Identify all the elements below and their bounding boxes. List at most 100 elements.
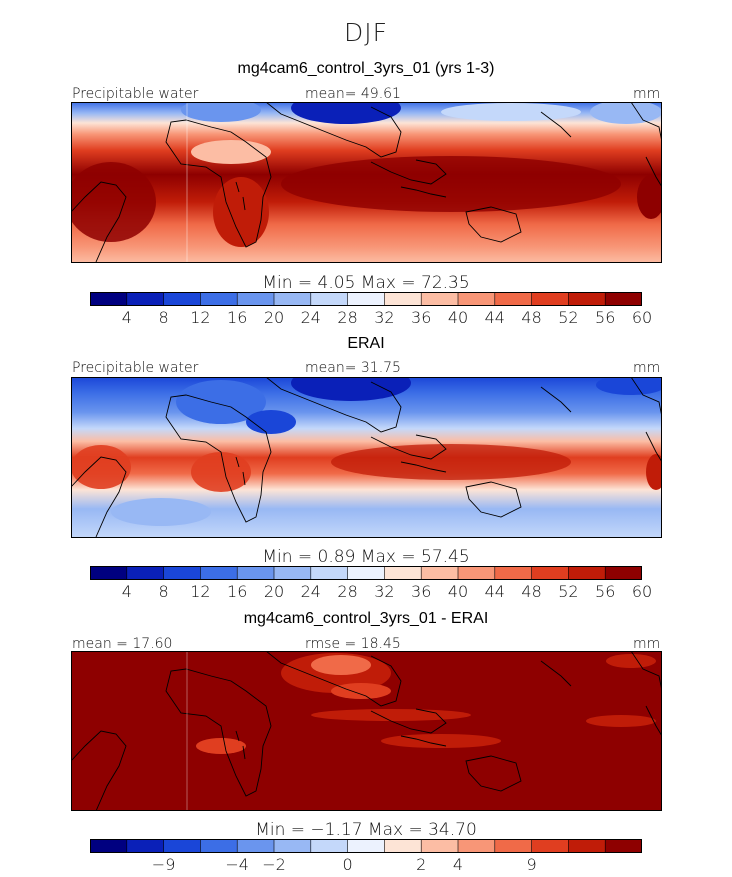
panel3-title: mg4cam6_control_3yrs_01 - ERAI [243, 610, 489, 627]
colorbar-swatch [200, 566, 238, 580]
colorbar-tick-label: 48 [521, 308, 542, 327]
colorbar-tick-label: −9 [151, 855, 176, 874]
colorbar-tick-label: 16 [227, 582, 248, 601]
colorbar-tick-label: 4 [121, 582, 132, 601]
season-title: DJF [343, 18, 388, 47]
panel2-map [71, 377, 662, 538]
colorbar-tick-label: 52 [558, 308, 579, 327]
colorbar-swatch [384, 839, 422, 853]
colorbar-swatch [237, 566, 275, 580]
colorbar-tick-label: 32 [374, 582, 395, 601]
panel2-units-label: mm [633, 360, 661, 376]
colorbar-swatch [531, 566, 569, 580]
colorbar-swatch [274, 566, 312, 580]
colorbar-tick-label: 8 [158, 308, 169, 327]
colorbar-swatch [605, 292, 642, 306]
panel3-rmse-label: rmse = 18.45 [305, 636, 401, 652]
colorbar-swatch [568, 566, 606, 580]
panel3-colorbar-ticks: −9 −4 −2 0 2 4 9 [0, 855, 732, 875]
panel1-units-label: mm [633, 86, 661, 102]
colorbar-outline [90, 292, 642, 306]
colorbar-swatch [494, 292, 532, 306]
colorbar-swatch [421, 566, 459, 580]
panel2-variable-label: Precipitable water [72, 360, 199, 376]
colorbar-swatch [90, 292, 128, 306]
colorbar-swatch [458, 566, 496, 580]
panel1-minmax-label: Min = 4.05 Max = 72.35 [262, 273, 470, 293]
colorbar-tick-label: 28 [337, 308, 358, 327]
colorbar-tick-label: 20 [263, 582, 285, 601]
colorbar-tick-label: 44 [484, 582, 505, 601]
panel1-title: mg4cam6_control_3yrs_01 (yrs 1-3) [237, 60, 495, 77]
colorbar-swatch [494, 839, 532, 853]
colorbar-swatch [126, 566, 164, 580]
colorbar-swatch [274, 292, 312, 306]
colorbar-tick-label: −2 [262, 855, 286, 874]
colorbar-tick-label: 24 [300, 582, 321, 601]
colorbar-swatch [90, 839, 128, 853]
panel1-colorbar [90, 292, 642, 306]
colorbar-swatch [421, 839, 459, 853]
colorbar-swatch [90, 566, 128, 580]
colorbar-tick-label: 0 [342, 855, 353, 874]
colorbar-swatch [531, 839, 569, 853]
colorbar-tick-label: 56 [595, 582, 616, 601]
colorbar-swatch [531, 292, 569, 306]
colorbar-tick-label: 52 [558, 582, 579, 601]
colorbar-tick-label: 20 [263, 308, 285, 327]
colorbar-tick-label: 4 [121, 308, 132, 327]
colorbar-tick-label: 60 [631, 308, 653, 327]
colorbar-swatch [458, 839, 496, 853]
panel3-mean-label: mean = 17.60 [72, 636, 173, 652]
colorbar-tick-label: −4 [225, 855, 249, 874]
panel2-colorbar [90, 566, 642, 580]
colorbar-outline [90, 566, 642, 580]
colorbar-swatch [200, 292, 238, 306]
colorbar-swatch [347, 566, 385, 580]
panel3-units-label: mm [633, 636, 661, 652]
panel2-mean-label: mean= 31.75 [305, 360, 401, 376]
colorbar-swatch [458, 292, 496, 306]
colorbar-tick-label: 24 [300, 308, 321, 327]
colorbar-tick-label: 28 [337, 582, 358, 601]
panel3-map [71, 651, 662, 811]
colorbar-swatch [568, 839, 606, 853]
colorbar-swatch [274, 839, 312, 853]
colorbar-swatch [605, 566, 642, 580]
colorbar-swatch [347, 839, 385, 853]
colorbar-tick-label: 2 [416, 855, 427, 874]
panel2-minmax-label: Min = 0.89 Max = 57.45 [262, 547, 470, 567]
panel1-mean-label: mean= 49.61 [305, 86, 401, 102]
colorbar-swatch [494, 566, 532, 580]
colorbar-swatch [347, 292, 385, 306]
colorbar-swatch [421, 292, 459, 306]
panel1-map [71, 102, 662, 263]
colorbar-swatch [568, 292, 606, 306]
panel1-variable-label: Precipitable water [72, 86, 199, 102]
colorbar-tick-label: 36 [411, 308, 432, 327]
colorbar-swatch [310, 839, 348, 853]
colorbar-swatch [126, 839, 164, 853]
colorbar-swatch [163, 566, 201, 580]
colorbar-swatch [237, 839, 275, 853]
panel2-colorbar-ticks: 4 8 12 16 20 24 28 32 36 40 44 48 52 56 60 [0, 582, 732, 602]
panel3-colorbar [90, 839, 642, 853]
colorbar-swatch [126, 292, 164, 306]
colorbar-outline [90, 839, 642, 853]
colorbar-tick-label: 44 [484, 308, 505, 327]
colorbar-tick-label: 32 [374, 308, 395, 327]
colorbar-tick-label: 60 [631, 582, 653, 601]
colorbar-swatch [384, 566, 422, 580]
colorbar-swatch [237, 292, 275, 306]
colorbar-swatch [310, 566, 348, 580]
colorbar-tick-label: 12 [190, 582, 211, 601]
colorbar-swatch [384, 292, 422, 306]
colorbar-tick-label: 8 [158, 582, 169, 601]
colorbar-tick-label: 4 [452, 855, 464, 874]
colorbar-swatch [310, 292, 348, 306]
colorbar-tick-label: 16 [227, 308, 248, 327]
colorbar-tick-label: 36 [411, 582, 432, 601]
colorbar-swatch [163, 839, 201, 853]
panel3-minmax-label: Min = −1.17 Max = 34.70 [255, 820, 477, 840]
colorbar-swatch [605, 839, 642, 853]
